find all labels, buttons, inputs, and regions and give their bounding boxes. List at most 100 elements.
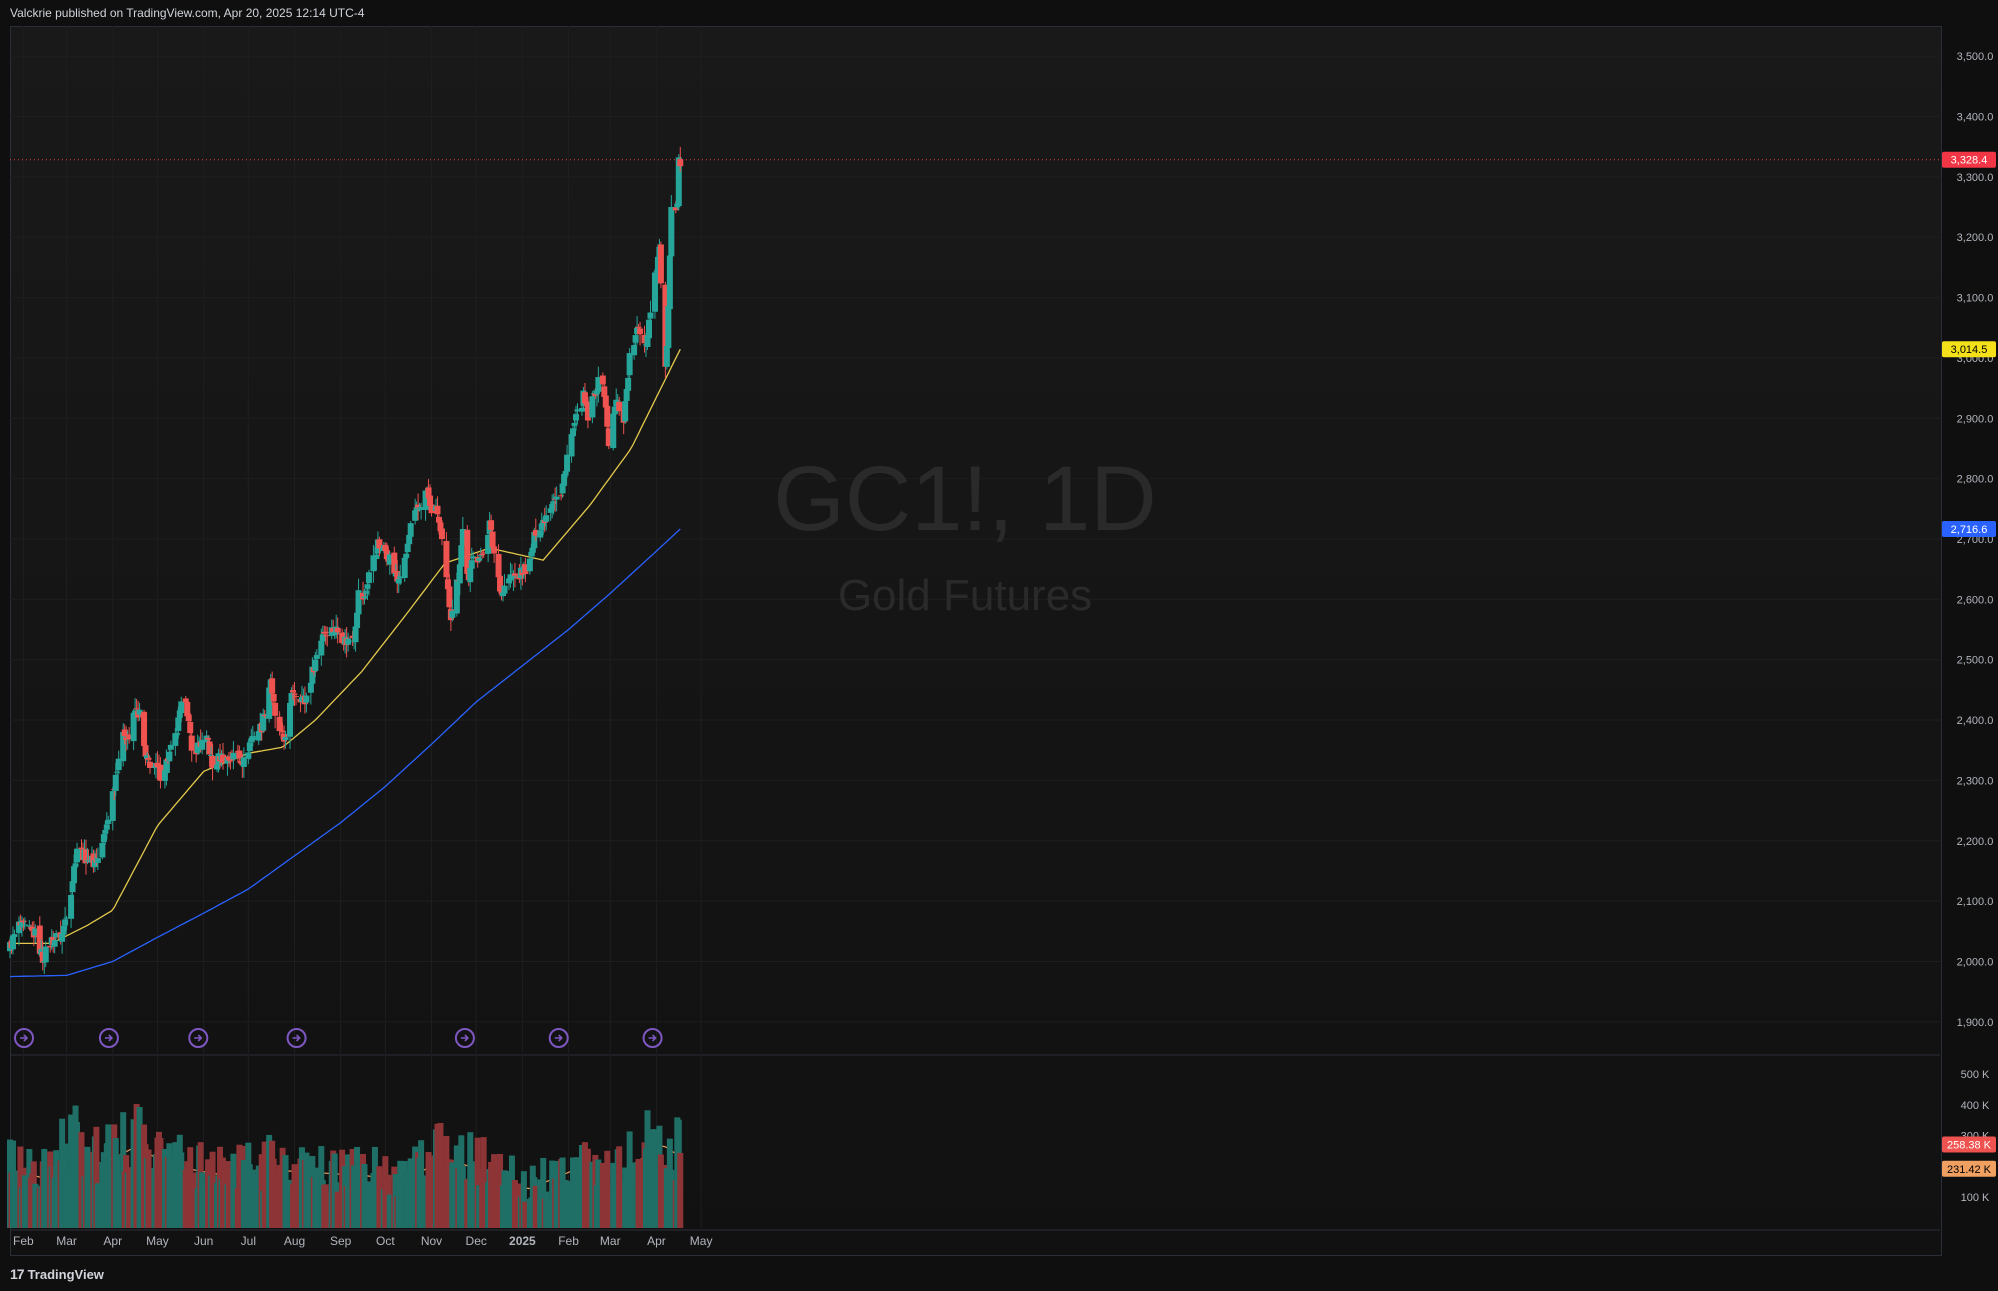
candle-body bbox=[665, 306, 672, 348]
axes: 1,900.0 2,000.0 2,100.0 2,200.0 2,300.0 2,400… bbox=[13, 51, 1993, 1248]
candle-body bbox=[415, 504, 422, 509]
candle-body bbox=[319, 634, 326, 642]
volume-tick-label: 400 K bbox=[1961, 1100, 1990, 1112]
candle-body bbox=[345, 638, 352, 645]
candle-body bbox=[459, 529, 466, 546]
volume-bar bbox=[491, 1154, 498, 1228]
volume-bar bbox=[564, 1181, 571, 1228]
volume-bar bbox=[397, 1160, 404, 1228]
volume-bar bbox=[32, 1183, 39, 1228]
volume-bar bbox=[199, 1172, 206, 1228]
candle-body bbox=[605, 428, 612, 447]
volume-bar bbox=[42, 1167, 49, 1228]
candle-body bbox=[360, 592, 367, 600]
volume-bar bbox=[292, 1169, 299, 1228]
candle-body bbox=[476, 558, 483, 561]
volume-bar bbox=[261, 1141, 268, 1228]
candle-body bbox=[647, 312, 654, 319]
time-tick-label: Oct bbox=[376, 1234, 395, 1248]
candle-body bbox=[645, 319, 652, 339]
candle-body bbox=[228, 759, 235, 761]
time-tick-label: Feb bbox=[558, 1234, 579, 1248]
candle-body bbox=[251, 737, 258, 739]
candle-body bbox=[94, 858, 101, 863]
candle-body bbox=[334, 627, 341, 633]
event-marker-icon bbox=[98, 1028, 119, 1048]
candle-body bbox=[501, 585, 508, 594]
candle-body bbox=[547, 508, 554, 513]
volume-bar bbox=[11, 1180, 18, 1228]
candle-body bbox=[51, 940, 58, 947]
price-tick-label: 1,900.0 bbox=[1957, 1017, 1994, 1029]
candle-body bbox=[206, 741, 213, 755]
candle-body bbox=[260, 713, 267, 731]
candle-body bbox=[561, 474, 568, 486]
volume-bar bbox=[105, 1124, 112, 1228]
tradingview-brand: TradingView bbox=[27, 1266, 104, 1282]
candle-body bbox=[427, 495, 434, 506]
candle-body bbox=[214, 764, 221, 770]
candle-body bbox=[288, 692, 295, 706]
candle-body bbox=[72, 863, 79, 867]
price-tick-label: 3,300.0 bbox=[1957, 172, 1994, 184]
price-labels: 3,328.4 3,014.5 2,716.6 258.38 K 231.42 K bbox=[10, 151, 1996, 1177]
volume-bar bbox=[230, 1153, 237, 1228]
candle-body bbox=[583, 401, 590, 406]
ma-fast-tag-bg bbox=[1942, 341, 1996, 358]
candle-body bbox=[453, 579, 460, 614]
volume-bar bbox=[365, 1181, 372, 1228]
candle-body bbox=[401, 557, 408, 578]
candle-body bbox=[187, 721, 194, 734]
candle-body bbox=[62, 919, 69, 926]
candle-body bbox=[406, 534, 413, 545]
chart-frame[interactable] bbox=[10, 26, 1942, 1256]
candle-body bbox=[456, 564, 463, 584]
volume-bar bbox=[93, 1126, 100, 1228]
volume-ma-tag: 231.42 K bbox=[1947, 1164, 1992, 1176]
time-tick-label: Mar bbox=[600, 1234, 621, 1248]
candle-body bbox=[672, 207, 679, 211]
candle-body bbox=[59, 933, 66, 942]
candle-body bbox=[479, 553, 486, 555]
candle-body bbox=[573, 414, 580, 421]
candle-body bbox=[376, 539, 383, 549]
volume-bar bbox=[584, 1148, 591, 1228]
volume-bar bbox=[595, 1159, 602, 1228]
candle-body bbox=[208, 755, 215, 757]
candle-body bbox=[230, 752, 237, 760]
candle-body bbox=[114, 771, 121, 773]
candle-body bbox=[510, 575, 517, 579]
candle-body bbox=[467, 568, 474, 583]
candle-body bbox=[269, 678, 276, 694]
candle-body bbox=[74, 848, 81, 863]
candle-body bbox=[458, 545, 465, 567]
candle-body bbox=[511, 573, 518, 576]
candle-body bbox=[175, 717, 182, 731]
candle-body bbox=[225, 756, 232, 761]
candle-body bbox=[194, 742, 201, 753]
candle-body bbox=[112, 774, 119, 791]
volume-bar bbox=[219, 1157, 226, 1228]
candle-body bbox=[622, 401, 629, 422]
candle-body bbox=[130, 712, 137, 742]
candle-body bbox=[382, 544, 389, 552]
volume-bar bbox=[637, 1162, 644, 1228]
candle-body bbox=[522, 564, 529, 575]
candle-body bbox=[526, 558, 533, 572]
volume-current-tag: 258.38 K bbox=[1947, 1139, 1992, 1151]
candle-body bbox=[386, 554, 393, 565]
candle-body bbox=[663, 345, 670, 367]
candle-body bbox=[614, 400, 621, 402]
candle-body bbox=[480, 552, 487, 554]
tradingview-footer[interactable]: 17 TradingView bbox=[10, 1266, 104, 1282]
volume-bar bbox=[438, 1166, 445, 1228]
price-tick-label: 2,800.0 bbox=[1957, 474, 1994, 486]
watermark-symbol: GC1!, 1D bbox=[773, 448, 1156, 550]
candle-body bbox=[157, 764, 164, 781]
candle-body bbox=[355, 590, 362, 615]
candle-body bbox=[635, 326, 642, 328]
candle-body bbox=[413, 507, 420, 512]
candle-body bbox=[246, 742, 253, 752]
candle-body bbox=[592, 393, 599, 397]
